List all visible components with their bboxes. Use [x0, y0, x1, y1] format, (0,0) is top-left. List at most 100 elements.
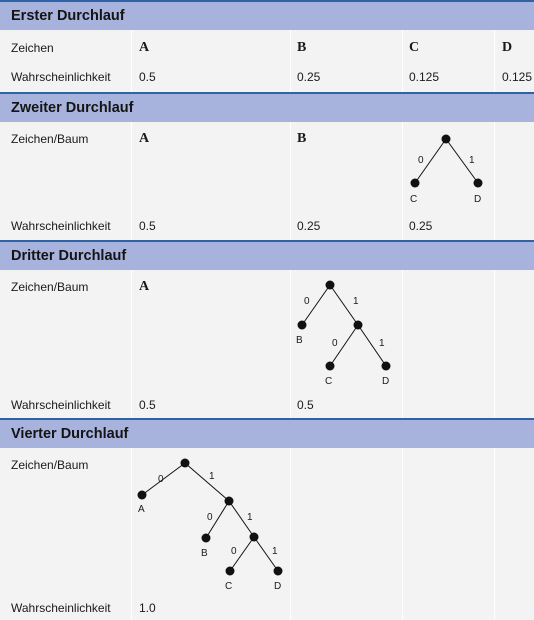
pass-3-body: Zeichen/Baum A 0 1 B 0 1 C D Wahrsc [0, 270, 534, 418]
edge-label: 0 [231, 546, 237, 557]
probability-cell: 0.25 [297, 70, 321, 84]
pass-1-title: Erster Durchlauf [11, 8, 125, 24]
pass-4-title: Vierter Durchlauf [11, 426, 129, 442]
column-divider [494, 270, 495, 418]
column-divider [402, 30, 403, 92]
tree-node [224, 496, 234, 506]
row-label-zeichen-baum: Zeichen/Baum [11, 458, 89, 472]
symbol-cell: A [139, 131, 150, 146]
pass-4-section: Vierter Durchlauf Zeichen/Baum [0, 418, 534, 620]
leaf-label: D [274, 581, 281, 592]
leaf-label: B [201, 548, 208, 559]
probability-cell: 0.25 [297, 219, 321, 233]
pass-2-title: Zweiter Durchlauf [11, 100, 134, 116]
probability-cell: 0.25 [409, 219, 433, 233]
pass-1-header: Erster Durchlauf [0, 0, 534, 30]
edge-label: 1 [353, 296, 359, 307]
column-divider [402, 448, 403, 620]
column-divider [402, 122, 403, 240]
column-divider [402, 270, 403, 418]
probability-cell: 0.5 [139, 398, 156, 412]
row-label-wahrscheinlichkeit: Wahrscheinlichkeit [11, 601, 111, 615]
edge-label: 0 [158, 474, 164, 485]
tree-node [441, 134, 451, 144]
edge-label: 1 [209, 471, 215, 482]
tree-edge [253, 536, 279, 572]
pass-3-section: Dritter Durchlauf Zeichen/Baum A 0 1 [0, 240, 534, 418]
leaf-label: C [225, 581, 232, 592]
column-divider [131, 448, 132, 620]
pass-2-body: Zeichen/Baum A B 0 1 C D Wahrscheinlichk… [0, 122, 534, 240]
column-divider [290, 30, 291, 92]
tree-node [180, 458, 190, 468]
column-divider [290, 270, 291, 418]
tree-node [297, 320, 307, 330]
tree-edge [414, 138, 447, 184]
tree-node [410, 178, 420, 188]
tree-node [353, 320, 363, 330]
pass-4-header: Vierter Durchlauf [0, 418, 534, 448]
tree-edge [229, 536, 255, 572]
column-divider [494, 122, 495, 240]
tree-edge [301, 284, 331, 326]
symbol-cell: D [502, 40, 513, 55]
column-divider [494, 448, 495, 620]
huffman-tree-pass-3: 0 1 B 0 1 C D [296, 280, 391, 387]
edge-label: 1 [272, 546, 278, 557]
edge-label: 1 [379, 338, 385, 349]
edge-label: 0 [418, 155, 424, 166]
row-label-zeichen-baum: Zeichen/Baum [11, 280, 89, 294]
tree-node [473, 178, 483, 188]
row-label-wahrscheinlichkeit: Wahrscheinlichkeit [11, 70, 111, 84]
probability-cell: 1.0 [139, 601, 156, 615]
pass-4-body: Zeichen/Baum 0 1 A 0 1 B [0, 448, 534, 620]
tree-node [225, 566, 235, 576]
probability-cell: 0.5 [139, 219, 156, 233]
row-label-zeichen: Zeichen [11, 41, 54, 55]
pass-1-section: Erster Durchlauf Zeichen A B C D Wahrsch… [0, 0, 534, 92]
edge-label: 0 [207, 512, 213, 523]
row-label-wahrscheinlichkeit: Wahrscheinlichkeit [11, 398, 111, 412]
tree-node [325, 361, 335, 371]
tree-edge [228, 500, 255, 538]
leaf-label: C [325, 376, 332, 387]
pass-1-body: Zeichen A B C D Wahrscheinlichkeit 0.5 0… [0, 30, 534, 92]
pass-3-header: Dritter Durchlauf [0, 240, 534, 270]
probability-cell: 0.125 [409, 70, 440, 84]
leaf-label: B [296, 335, 303, 346]
edge-label: 1 [469, 155, 475, 166]
huffman-tree-pass-4: 0 1 A 0 1 B 0 1 C D [137, 458, 283, 592]
leaf-label: D [382, 376, 389, 387]
symbol-cell: B [297, 131, 307, 146]
symbol-cell: B [297, 40, 307, 55]
pass-2-header: Zweiter Durchlauf [0, 92, 534, 122]
leaf-label: C [410, 194, 417, 205]
row-label-zeichen-baum: Zeichen/Baum [11, 132, 89, 146]
probability-cell: 0.5 [139, 70, 156, 84]
tree-edge [357, 324, 387, 367]
tree-edge [184, 462, 230, 502]
edge-label: 0 [304, 296, 310, 307]
huffman-tree-pass-2: 0 1 C D [410, 134, 483, 205]
tree-edge [329, 284, 359, 326]
tree-node [137, 490, 147, 500]
tree-node [381, 361, 391, 371]
tree-node [325, 280, 335, 290]
tree-edge [329, 324, 359, 367]
column-divider [290, 448, 291, 620]
tree-edge [205, 500, 230, 539]
symbol-cell: A [139, 40, 150, 55]
edge-label: 0 [332, 338, 338, 349]
pass-2-section: Zweiter Durchlauf Zeichen/Baum A B 0 1 C… [0, 92, 534, 240]
column-divider [131, 122, 132, 240]
tree-node [249, 532, 259, 542]
column-divider [290, 122, 291, 240]
tree-edge [141, 462, 186, 496]
tree-node [201, 533, 211, 543]
row-label-wahrscheinlichkeit: Wahrscheinlichkeit [11, 219, 111, 233]
column-divider [494, 30, 495, 92]
probability-cell: 0.5 [297, 398, 314, 412]
column-divider [131, 270, 132, 418]
probability-cell: 0.125 [502, 70, 533, 84]
